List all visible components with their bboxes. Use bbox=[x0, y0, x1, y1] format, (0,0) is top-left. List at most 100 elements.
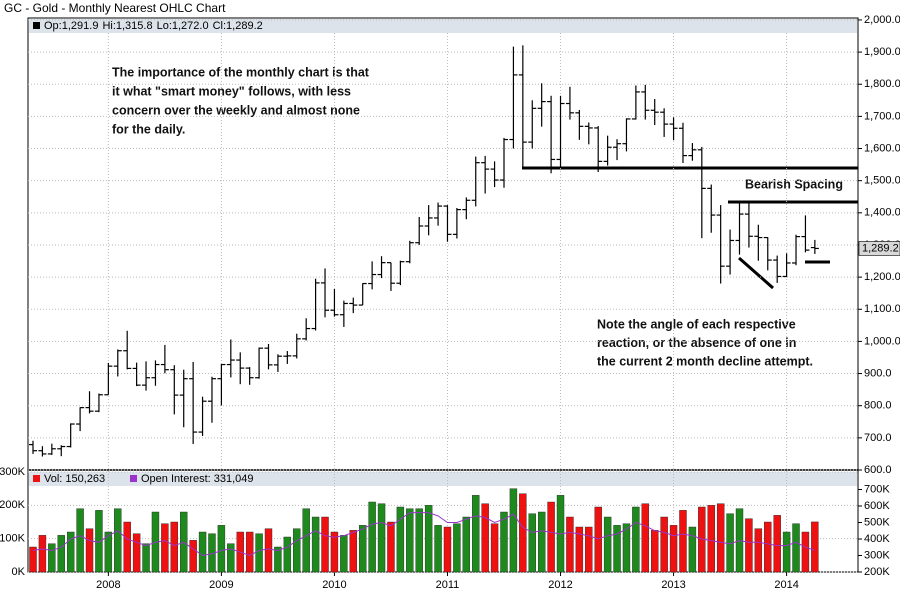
volume-bar bbox=[406, 508, 414, 573]
x-tick-label: 2011 bbox=[436, 579, 460, 591]
volume-bar bbox=[801, 531, 810, 573]
legend-entry: Lo:1,272.0 bbox=[157, 20, 209, 32]
y2-tick-label: 300K bbox=[864, 549, 890, 561]
volume-bar bbox=[632, 506, 640, 573]
open-interest-line bbox=[32, 512, 816, 557]
volume-bar bbox=[255, 533, 263, 573]
annotation-text: Note the angle of each respective bbox=[597, 317, 796, 331]
y-tick-label: 300K bbox=[0, 466, 26, 478]
volume-bar bbox=[773, 515, 781, 573]
volume-bar bbox=[161, 523, 169, 573]
annotation-text: The importance of the monthly chart is t… bbox=[112, 65, 370, 79]
y-tick-label: 800.0 bbox=[864, 400, 892, 412]
y2-tick-label: 500K bbox=[864, 516, 890, 528]
volume-bar bbox=[434, 525, 442, 573]
y2-tick-label: 400K bbox=[864, 533, 890, 545]
x-tick-label: 2010 bbox=[322, 579, 346, 591]
volume-bar bbox=[29, 546, 37, 573]
volume-bar bbox=[377, 503, 386, 573]
volume-bar bbox=[585, 526, 593, 573]
volume-bar bbox=[142, 543, 150, 573]
volume-bar bbox=[227, 543, 235, 573]
y-tick-label: 1,400.0 bbox=[864, 207, 900, 219]
volume-bar bbox=[509, 488, 518, 573]
volume-bar bbox=[453, 523, 461, 573]
legend-entry: Cl:1,289.2 bbox=[213, 20, 263, 32]
y-tick-label: 0K bbox=[12, 566, 26, 578]
volume-bar bbox=[443, 526, 452, 573]
volume-bar bbox=[811, 521, 819, 573]
annotation-text: it what "smart money" follows, with less bbox=[112, 84, 351, 98]
plot-frame bbox=[27, 17, 859, 573]
x-tick-label: 2009 bbox=[209, 579, 233, 591]
volume-bar bbox=[302, 508, 310, 573]
x-tick-label: 2008 bbox=[96, 579, 120, 591]
volume-bar bbox=[566, 516, 574, 573]
volume-bar bbox=[782, 531, 791, 573]
legend-swatch bbox=[130, 475, 137, 482]
volume-bar bbox=[528, 513, 536, 573]
volume-bar bbox=[38, 535, 47, 573]
volume-bar bbox=[198, 531, 207, 573]
volume-bar bbox=[472, 495, 480, 573]
y-tick-label: 2,000.0 bbox=[864, 14, 900, 26]
volume-bar bbox=[424, 505, 433, 573]
annotation-text: for the daily. bbox=[112, 122, 185, 136]
volume-bar bbox=[274, 546, 282, 573]
last-price-tag bbox=[858, 241, 900, 256]
volume-bar bbox=[293, 528, 301, 573]
volume-bar bbox=[76, 508, 84, 573]
volume-legend-strip bbox=[29, 472, 857, 486]
volume-bar bbox=[415, 508, 423, 573]
volume-bar bbox=[792, 523, 800, 573]
annotation-text: reaction, or the absence of one in bbox=[597, 336, 796, 350]
volume-bar bbox=[283, 536, 292, 573]
y-tick-label: 600.0 bbox=[864, 464, 892, 476]
y-tick-label: 1,500.0 bbox=[864, 175, 900, 187]
volume-bar bbox=[170, 521, 179, 573]
volume-bar bbox=[396, 506, 405, 573]
volume-bar bbox=[537, 511, 546, 573]
volume-bar bbox=[575, 526, 584, 573]
legend-strip bbox=[29, 19, 857, 33]
volume-bar bbox=[481, 503, 489, 573]
volume-bar bbox=[311, 516, 320, 573]
volume-bar bbox=[716, 503, 725, 573]
annotation-text: Bearish Spacing bbox=[745, 177, 843, 191]
y-tick-label: 1,700.0 bbox=[864, 110, 900, 122]
x-tick-label: 2014 bbox=[774, 579, 798, 591]
volume-bar bbox=[264, 528, 273, 573]
volume-bar bbox=[132, 533, 141, 573]
volume-bar bbox=[349, 530, 357, 573]
volume-bar bbox=[245, 531, 254, 573]
volume-bar bbox=[603, 516, 612, 573]
volume-bar bbox=[707, 505, 715, 573]
volume-bar bbox=[500, 511, 508, 573]
annotation-text: concern over the weekly and almost none bbox=[112, 103, 360, 117]
volume-bar bbox=[48, 543, 56, 573]
y-tick-label: 1,200.0 bbox=[864, 271, 900, 283]
y-tick-label: 100K bbox=[0, 533, 26, 545]
chart-title: GC - Gold - Monthly Nearest OHLC Chart bbox=[4, 1, 226, 15]
y2-tick-label: 600K bbox=[864, 500, 890, 512]
volume-bar bbox=[85, 528, 94, 573]
volume-bar bbox=[66, 531, 75, 573]
y-tick-label: 1,800.0 bbox=[864, 78, 900, 90]
volume-bar bbox=[745, 518, 753, 573]
y-tick-label: 700.0 bbox=[864, 432, 892, 444]
volume-bar bbox=[368, 501, 376, 573]
volume-bar bbox=[189, 540, 197, 573]
x-tick-label: 2013 bbox=[661, 579, 685, 591]
volume-bar bbox=[321, 516, 329, 573]
volume-bar bbox=[547, 501, 555, 573]
angle-line bbox=[738, 256, 774, 290]
volume-bar bbox=[641, 503, 649, 573]
volume-bar bbox=[340, 535, 348, 573]
last-price-label: 1,289.2 bbox=[862, 242, 899, 254]
y-tick-label: 200K bbox=[0, 499, 26, 511]
volume-bar bbox=[651, 530, 659, 573]
volume-bar bbox=[688, 526, 697, 573]
annotations: The importance of the monthly chart is t… bbox=[112, 65, 843, 368]
volume-bar bbox=[660, 516, 668, 573]
